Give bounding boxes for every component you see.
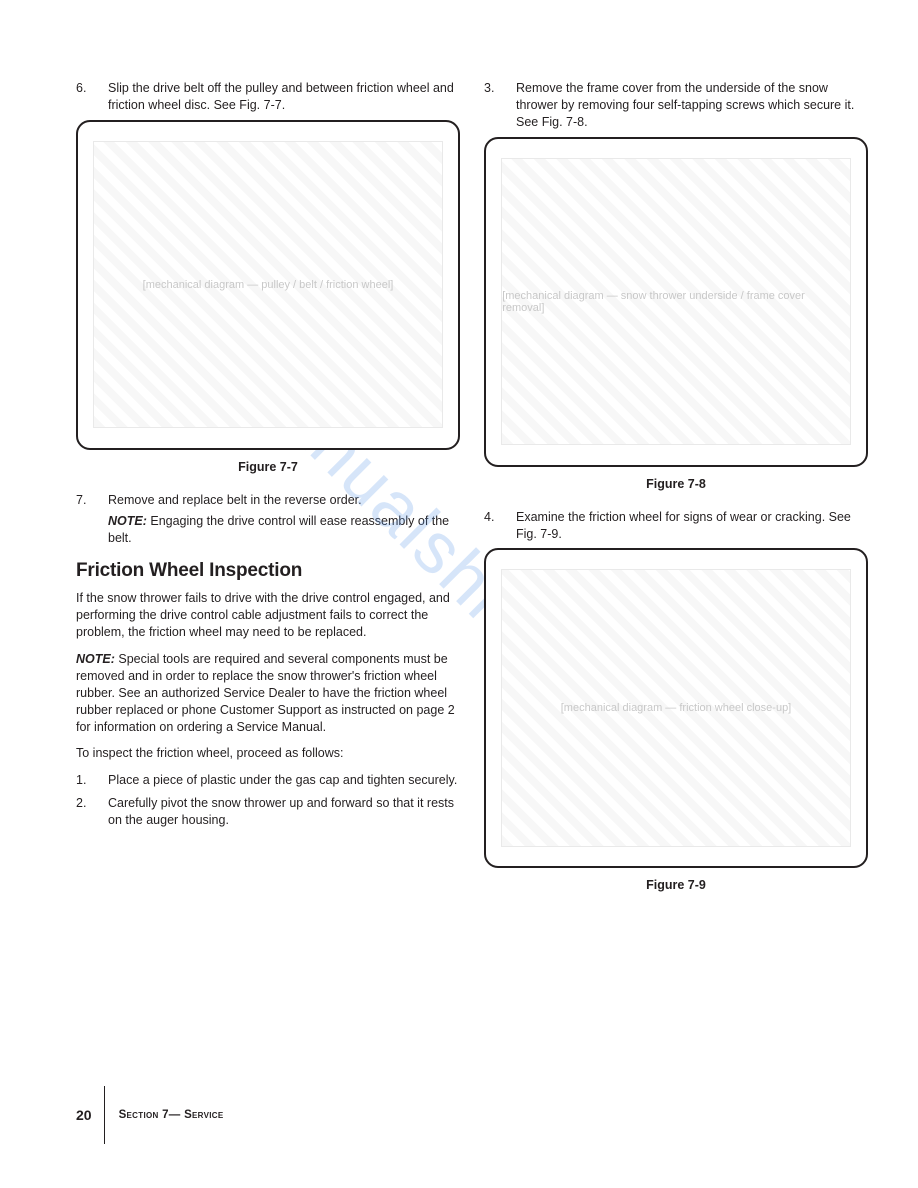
step-7: 7. Remove and replace belt in the revers… bbox=[76, 492, 460, 551]
step-text: Examine the friction wheel for signs of … bbox=[516, 509, 868, 543]
step-number: 7. bbox=[76, 492, 108, 551]
footer-section: Section 7— Service bbox=[119, 1109, 224, 1121]
step-number: 3. bbox=[484, 80, 516, 131]
step-text: Slip the drive belt off the pulley and b… bbox=[108, 80, 460, 114]
section-heading: Friction Wheel Inspection bbox=[76, 560, 460, 582]
figure-7-9-caption: Figure 7-9 bbox=[484, 878, 868, 892]
figure-7-9: [mechanical diagram — friction wheel clo… bbox=[484, 548, 868, 868]
step-text: Carefully pivot the snow thrower up and … bbox=[108, 795, 460, 829]
footer-divider bbox=[104, 1086, 105, 1144]
step-number: 2. bbox=[76, 795, 108, 829]
note-text: Engaging the drive control will ease rea… bbox=[108, 514, 449, 545]
figure-7-7-diagram: [mechanical diagram — pulley / belt / fr… bbox=[93, 141, 443, 428]
figure-7-8-caption: Figure 7-8 bbox=[484, 477, 868, 491]
figure-7-9-diagram: [mechanical diagram — friction wheel clo… bbox=[501, 569, 851, 847]
right-column: 3. Remove the frame cover from the under… bbox=[484, 80, 868, 910]
step-text: Remove the frame cover from the undersid… bbox=[516, 80, 868, 131]
step-2: 2. Carefully pivot the snow thrower up a… bbox=[76, 795, 460, 829]
paragraph: To inspect the friction wheel, proceed a… bbox=[76, 745, 460, 762]
step-number: 6. bbox=[76, 80, 108, 114]
step-text: Remove and replace belt in the reverse o… bbox=[108, 492, 460, 551]
page-number: 20 bbox=[76, 1107, 92, 1123]
paragraph-note: NOTE: Special tools are required and sev… bbox=[76, 651, 460, 735]
step-number: 1. bbox=[76, 772, 108, 789]
figure-7-8-diagram: [mechanical diagram — snow thrower under… bbox=[501, 158, 851, 445]
note-label: NOTE: bbox=[108, 514, 147, 528]
footer-section-title: Service bbox=[184, 1109, 223, 1121]
page-content: 6. Slip the drive belt off the pulley an… bbox=[0, 0, 918, 950]
figure-7-7-caption: Figure 7-7 bbox=[76, 460, 460, 474]
page-footer: 20 Section 7— Service bbox=[76, 1086, 223, 1144]
note-text: Special tools are required and several c… bbox=[76, 652, 455, 734]
step-text: Place a piece of plastic under the gas c… bbox=[108, 772, 460, 789]
step-3: 3. Remove the frame cover from the under… bbox=[484, 80, 868, 131]
note-label: NOTE: bbox=[76, 652, 115, 666]
step-1: 1. Place a piece of plastic under the ga… bbox=[76, 772, 460, 789]
paragraph: If the snow thrower fails to drive with … bbox=[76, 590, 460, 641]
left-column: 6. Slip the drive belt off the pulley an… bbox=[76, 80, 460, 910]
step-6: 6. Slip the drive belt off the pulley an… bbox=[76, 80, 460, 114]
footer-section-label: Section 7— bbox=[119, 1109, 184, 1121]
figure-7-7: [mechanical diagram — pulley / belt / fr… bbox=[76, 120, 460, 450]
step-4: 4. Examine the friction wheel for signs … bbox=[484, 509, 868, 543]
figure-7-8: [mechanical diagram — snow thrower under… bbox=[484, 137, 868, 467]
step-number: 4. bbox=[484, 509, 516, 543]
